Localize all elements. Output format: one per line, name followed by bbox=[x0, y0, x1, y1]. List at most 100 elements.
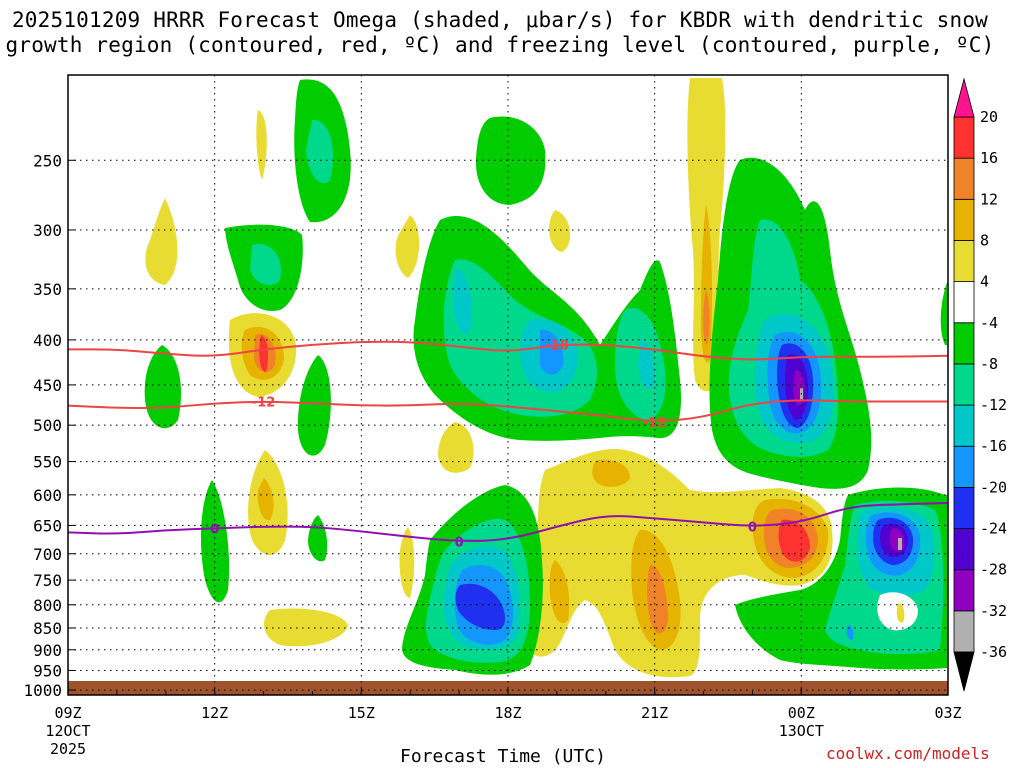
x-tick-label: 03Z bbox=[934, 704, 961, 722]
colorbar-bin bbox=[953, 116, 975, 159]
colorbar-bin bbox=[953, 610, 975, 653]
y-tick-label: 350 bbox=[33, 280, 62, 299]
omega-area-negative bbox=[846, 625, 854, 640]
omega-area-positive bbox=[896, 603, 905, 623]
omega-area-positive bbox=[647, 565, 668, 634]
omega-shading bbox=[68, 78, 948, 695]
colorbar: 20 16 12 8 4 -4 -8 -12 -16 -20 -24 -28 -32 -36 bbox=[953, 77, 1007, 692]
y-tick-label: 950 bbox=[33, 661, 62, 680]
x-tick-date-label: 13OCT bbox=[779, 722, 824, 740]
omega-area-negative bbox=[144, 345, 182, 429]
omega-area-positive bbox=[259, 335, 269, 372]
colorbar-arrow-top bbox=[953, 77, 975, 118]
omega-area-positive bbox=[549, 210, 571, 252]
x-axis-label: Forecast Time (UTC) bbox=[400, 746, 606, 767]
dgz-contour-minus12-label: -12 bbox=[643, 416, 667, 431]
omega-area-positive bbox=[264, 608, 348, 647]
colorbar-label: -20 bbox=[980, 478, 1007, 496]
y-tick-label: 1000 bbox=[23, 681, 62, 700]
freezing-level-contour-label: 0 bbox=[210, 522, 219, 537]
omega-area-negative bbox=[200, 480, 230, 603]
omega-area-negative bbox=[453, 269, 472, 334]
omega-area-negative bbox=[540, 329, 564, 375]
colorbar-label: 4 bbox=[980, 273, 989, 291]
freezing-level-contour-label: 0 bbox=[455, 536, 464, 551]
y-tick-label: 450 bbox=[33, 376, 62, 395]
colorbar-label: -16 bbox=[980, 437, 1007, 455]
colorbar-label: -4 bbox=[980, 314, 998, 332]
omega-area-positive bbox=[549, 560, 570, 624]
source-credit-link[interactable]: coolwx.com/models bbox=[826, 744, 990, 763]
y-tick-label: 650 bbox=[33, 516, 62, 535]
colorbar-arrow-bottom bbox=[953, 651, 975, 692]
y-tick-label: 500 bbox=[33, 416, 62, 435]
y-tick-label: 800 bbox=[33, 596, 62, 615]
y-tick-label: 600 bbox=[33, 486, 62, 505]
freezing-level-contour-label: 0 bbox=[748, 521, 757, 536]
omega-area-negative bbox=[898, 538, 902, 550]
dgz-contour-minus12-label: -12 bbox=[252, 396, 276, 411]
y-tick-label: 550 bbox=[33, 453, 62, 472]
y-tick-label: 300 bbox=[33, 221, 62, 240]
colorbar-label: -24 bbox=[980, 520, 1007, 538]
colorbar-bin bbox=[953, 486, 975, 529]
colorbar-bin bbox=[953, 198, 975, 241]
x-tick-label: 00Z bbox=[788, 704, 815, 722]
gridlines bbox=[67, 75, 949, 695]
x-tick-label: 15Z bbox=[348, 704, 375, 722]
x-tick-label: 12Z bbox=[201, 704, 228, 722]
y-tick-label: 700 bbox=[33, 545, 62, 564]
colorbar-bin bbox=[953, 445, 975, 488]
x-tick-label: 09Z bbox=[54, 704, 81, 722]
y-tick-label: 250 bbox=[33, 151, 62, 170]
y-tick-label: 900 bbox=[33, 641, 62, 660]
colorbar-label: -28 bbox=[980, 561, 1007, 579]
omega-area-negative bbox=[638, 339, 655, 389]
omega-area-positive bbox=[778, 519, 810, 562]
colorbar-bin bbox=[953, 157, 975, 200]
y-tick-label: 750 bbox=[33, 571, 62, 590]
colorbar-bin bbox=[953, 404, 975, 447]
omega-area-positive bbox=[592, 459, 630, 487]
omega-area-negative bbox=[940, 280, 948, 345]
omega-area-positive bbox=[703, 290, 710, 345]
dgz-contour-minus18-label: -18 bbox=[545, 339, 569, 354]
colorbar-label: -36 bbox=[980, 643, 1007, 661]
y-tick-label: 850 bbox=[33, 619, 62, 638]
colorbar-bin bbox=[953, 363, 975, 406]
colorbar-label: -8 bbox=[980, 355, 998, 373]
contour-lines: -18 -12 -12 0 0 0 bbox=[68, 339, 948, 551]
omega-area-positive bbox=[145, 198, 178, 285]
colorbar-bin bbox=[953, 281, 975, 324]
x-tick-label: 18Z bbox=[494, 704, 521, 722]
dgz-contour-minus12 bbox=[68, 399, 948, 422]
omega-area-negative bbox=[455, 583, 506, 630]
x-tick-label: 21Z bbox=[641, 704, 668, 722]
x-tick-date-label: 12OCT bbox=[45, 722, 90, 740]
y-tick-label: 400 bbox=[33, 331, 62, 350]
omega-area-positive bbox=[438, 422, 474, 473]
chart-title-line-2: growth region (contoured, red, ºC) and f… bbox=[5, 33, 995, 57]
omega-area-negative bbox=[475, 116, 546, 205]
omega-area-positive bbox=[395, 215, 420, 278]
colorbar-label: -32 bbox=[980, 602, 1007, 620]
colorbar-label: 16 bbox=[980, 149, 998, 167]
colorbar-label: -12 bbox=[980, 396, 1007, 414]
colorbar-bin bbox=[953, 240, 975, 283]
colorbar-bin bbox=[953, 322, 975, 365]
dgz-contour-minus18 bbox=[68, 340, 948, 361]
freezing-level-contour bbox=[68, 502, 948, 542]
omega-area-negative bbox=[308, 515, 328, 562]
omega-area-negative bbox=[306, 119, 334, 184]
x-tick-year-label: 2025 bbox=[50, 740, 86, 758]
colorbar-bin bbox=[953, 528, 975, 571]
colorbar-label: 20 bbox=[980, 108, 998, 126]
colorbar-label: 8 bbox=[980, 231, 989, 249]
chart-title-line-1: 2025101209 HRRR Forecast Omega (shaded, … bbox=[11, 8, 989, 32]
omega-area-negative bbox=[297, 355, 331, 456]
omega-area-positive bbox=[256, 110, 267, 180]
colorbar-bin bbox=[953, 569, 975, 612]
y-axis: 250 300 350 400 450 500 550 600 650 700 750 800 850 9… bbox=[23, 151, 76, 700]
